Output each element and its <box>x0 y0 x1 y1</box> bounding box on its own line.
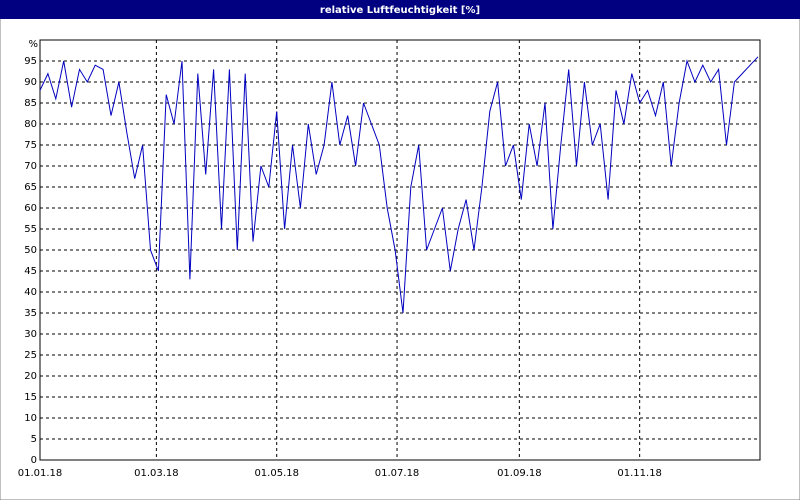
y-tick-label: 60 <box>24 203 37 214</box>
data-line <box>39 56 759 314</box>
y-tick-label: 35 <box>24 308 37 319</box>
y-tick-label: 80 <box>24 119 37 130</box>
y-tick-label: 30 <box>24 329 37 340</box>
y-tick-label: 85 <box>24 98 37 109</box>
y-axis-label: % <box>28 39 38 50</box>
x-tick-label: 01.11.18 <box>617 468 662 479</box>
x-tick-label: 01.09.18 <box>497 468 542 479</box>
chart-title: relative Luftfeuchtigkeit [%] <box>320 5 480 16</box>
y-tick-label: 95 <box>24 56 37 67</box>
y-tick-label: 15 <box>24 392 37 403</box>
y-tick-label: 0 <box>31 455 37 466</box>
y-tick-label: 40 <box>24 287 37 298</box>
x-tick-label: 01.07.18 <box>375 468 420 479</box>
plot-frame <box>39 39 761 461</box>
y-tick-label: 75 <box>24 140 37 151</box>
x-tick-label: 01.05.18 <box>254 468 299 479</box>
y-tick-label: 55 <box>24 224 37 235</box>
y-tick-label: 5 <box>31 434 37 445</box>
y-tick-label: 65 <box>24 182 37 193</box>
y-tick-label: 90 <box>24 77 37 88</box>
y-tick-label: 45 <box>24 266 37 277</box>
y-tick-label: 20 <box>24 371 37 382</box>
y-tick-label: 25 <box>24 350 37 361</box>
x-tick-label: 01.03.18 <box>134 468 179 479</box>
x-tick-label: 01.01.18 <box>18 468 63 479</box>
y-tick-label: 70 <box>24 161 37 172</box>
y-tick-label: 10 <box>24 413 37 424</box>
y-tick-label: 50 <box>24 245 37 256</box>
title-bar <box>0 0 800 19</box>
